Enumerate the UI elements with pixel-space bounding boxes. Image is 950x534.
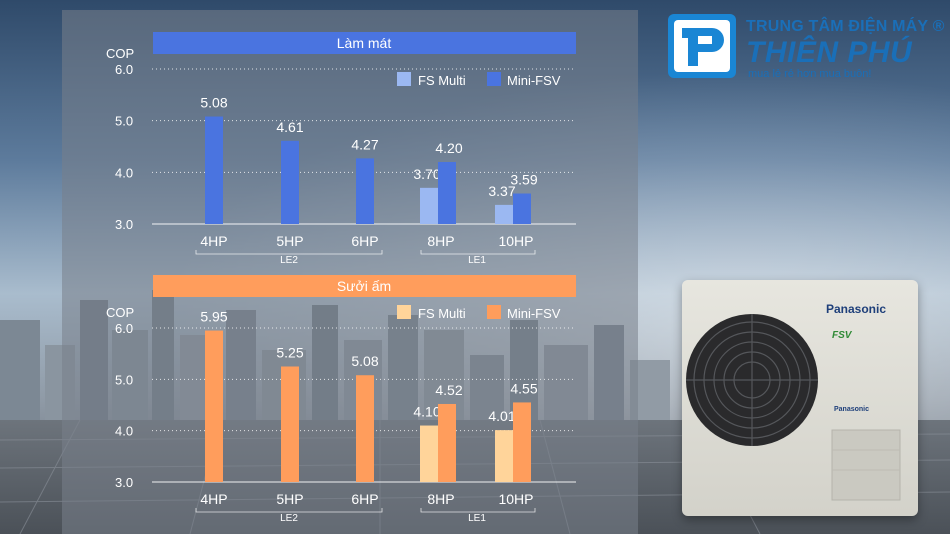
unit-body: Panasonic FSV Panasonic [682,280,918,516]
y-tick-label: 4.0 [115,424,133,439]
x-tick-label: 8HP [427,233,454,249]
unit-brand-small-label: Panasonic [834,406,870,413]
bar-mini-fsv [513,402,531,482]
data-label-mini-fsv: 3.59 [510,172,537,188]
data-label-mini-fsv: 4.61 [276,119,303,135]
y-tick-label: 3.0 [115,217,133,232]
bar-mini-fsv [281,366,299,482]
brand-logo[interactable]: TRUNG TÂM ĐIỆN MÁY ® THIÊN PHÚ mua lẻ rẻ… [668,14,945,80]
chart-panel [62,10,638,534]
data-label-mini-fsv: 5.95 [200,309,227,325]
chart-title: Sưởi ấm [337,278,391,294]
x-tick-label: 6HP [351,233,378,249]
x-tick-label: 10HP [498,491,533,507]
bar-fs-multi [420,187,438,224]
chart-title-banner [153,32,576,54]
legend-swatch-mini-fsv [487,72,501,86]
data-label-mini-fsv: 5.08 [351,353,378,369]
group-label-le1: LE1 [468,513,486,524]
bar-mini-fsv [356,158,374,224]
legend-label-fs-multi: FS Multi [418,306,466,321]
x-tick-label: 10HP [498,233,533,249]
x-tick-label: 5HP [276,491,303,507]
unit-model-label: FSV [832,330,852,341]
bar-mini-fsv [438,403,456,482]
bar-fs-multi [495,430,513,482]
legend-label-mini-fsv: Mini-FSV [507,73,561,88]
data-label-mini-fsv: 5.08 [200,95,227,111]
data-label-mini-fsv: 4.27 [351,136,378,152]
x-tick-label: 4HP [200,233,227,249]
bar-fs-multi [495,204,513,224]
x-tick-label: 6HP [351,491,378,507]
y-tick-label: 4.0 [115,165,133,180]
legend-label-mini-fsv: Mini-FSV [507,306,561,321]
group-label-le2: LE2 [280,255,298,266]
logo-p-icon [668,14,736,78]
bar-fs-multi [420,425,438,482]
legend-swatch-mini-fsv [487,305,501,319]
y-tick-label: 6.0 [115,62,133,77]
bar-mini-fsv [438,162,456,224]
bar-mini-fsv [513,193,531,224]
logo-title: TRUNG TÂM ĐIỆN MÁY ® [746,18,945,35]
group-bracket-le1 [420,250,536,255]
logo-name: THIÊN PHÚ [746,36,913,69]
data-label-fs-multi: 3.70 [413,166,440,182]
unit-brand-label: Panasonic [826,302,887,316]
y-tick-label: 5.0 [115,372,133,387]
data-label-fs-multi: 4.01 [488,408,515,424]
legend-swatch-fs-multi [397,72,411,86]
outdoor-unit-image: Panasonic FSV Panasonic [682,280,922,520]
legend-swatch-fs-multi [397,305,411,319]
group-bracket-le1 [420,508,536,513]
y-tick-label: 3.0 [115,475,133,490]
y-axis-label: COP [106,305,134,320]
bar-mini-fsv [205,330,223,482]
bar-mini-fsv [356,375,374,482]
chart-title: Làm mát [337,35,392,51]
group-label-le2: LE2 [280,513,298,524]
logo-slogan: mua lẻ rẻ hơn mua buôn! [748,68,872,80]
data-label-mini-fsv: 5.25 [276,345,303,361]
fan-grille-icon [686,314,901,501]
x-tick-label: 4HP [200,491,227,507]
x-tick-label: 5HP [276,233,303,249]
data-label-mini-fsv: 4.20 [435,140,462,156]
y-axis-label: COP [106,46,134,61]
data-label-mini-fsv: 4.52 [435,382,462,398]
bar-mini-fsv [281,140,299,224]
x-tick-label: 8HP [427,491,454,507]
group-bracket-le2 [195,250,383,255]
data-label-mini-fsv: 4.55 [510,380,537,396]
chart-title-banner [153,275,576,297]
legend-label-fs-multi: FS Multi [418,73,466,88]
group-bracket-le2 [195,508,383,513]
data-label-fs-multi: 3.37 [488,183,515,199]
group-label-le1: LE1 [468,255,486,266]
bar-mini-fsv [205,116,223,224]
data-label-fs-multi: 4.10 [413,404,440,420]
y-tick-label: 5.0 [115,114,133,129]
y-tick-label: 6.0 [115,321,133,336]
